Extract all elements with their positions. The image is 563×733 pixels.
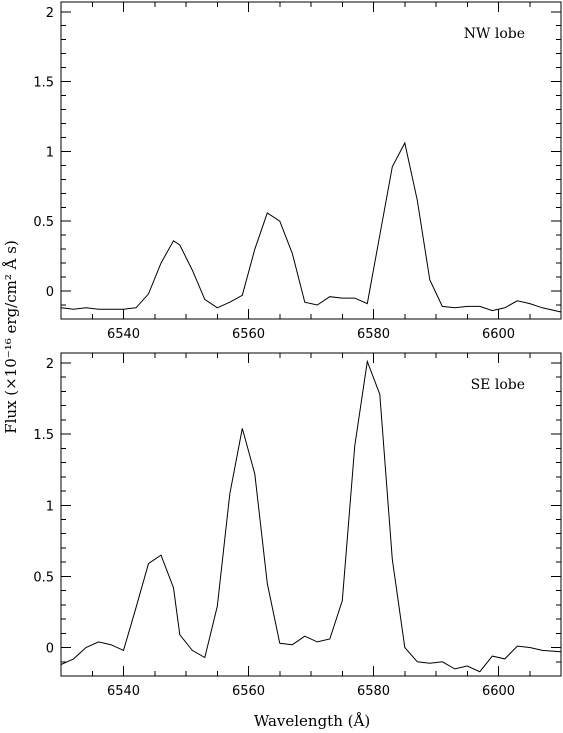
y-axis-title: Flux (×10⁻¹⁶ erg/cm² Å s) bbox=[2, 240, 20, 434]
panel-1-y-tick-label: 0.5 bbox=[33, 215, 54, 230]
panel-2-x-tick-label: 6540 bbox=[107, 684, 140, 699]
panel-1-y-tick-label: 1 bbox=[46, 145, 54, 160]
panel-1-x-tick-label: 6560 bbox=[232, 327, 265, 342]
se-lobe-panel: 6540 6560 6580 6600 0 0.5 1 1.5 2 SE lobe bbox=[33, 352, 562, 699]
panel-2-annotation: SE lobe bbox=[471, 377, 525, 393]
x-axis-title: Wavelength (Å) bbox=[254, 712, 370, 730]
panel-1-x-tick-label: 6540 bbox=[107, 327, 140, 342]
panel-2-y-tick-label: 0.5 bbox=[33, 570, 54, 585]
panel-2-y-tick-label: 0 bbox=[46, 642, 54, 657]
panel-1-frame bbox=[60, 1, 562, 320]
panel-2-x-tick-label: 6560 bbox=[232, 684, 265, 699]
panel-2-y-tick-label: 2 bbox=[46, 357, 54, 372]
panel-1-y-tick-label: 2 bbox=[46, 6, 54, 21]
panel-2-y-tick-label: 1 bbox=[46, 499, 54, 514]
panel-2-x-tick-label: 6600 bbox=[482, 684, 515, 699]
panel-2-x-tick-label: 6580 bbox=[357, 684, 390, 699]
panel-1-spectrum-line bbox=[60, 141, 562, 313]
panel-2-y-tick-label: 1.5 bbox=[33, 428, 54, 443]
panel-2-spectrum-line bbox=[60, 359, 562, 673]
panel-1-y-tick-label: 1.5 bbox=[33, 76, 54, 91]
panel-2-frame bbox=[60, 352, 562, 677]
panel-1-annotation: NW lobe bbox=[464, 26, 525, 42]
panel-1-x-tick-label: 6600 bbox=[482, 327, 515, 342]
panel-1-x-tick-label: 6580 bbox=[357, 327, 390, 342]
panel-1-y-tick-label: 0 bbox=[46, 285, 54, 300]
nw-lobe-panel: 6540 6560 6580 6600 0 0.5 1 1.5 2 NW lobe bbox=[33, 1, 562, 342]
